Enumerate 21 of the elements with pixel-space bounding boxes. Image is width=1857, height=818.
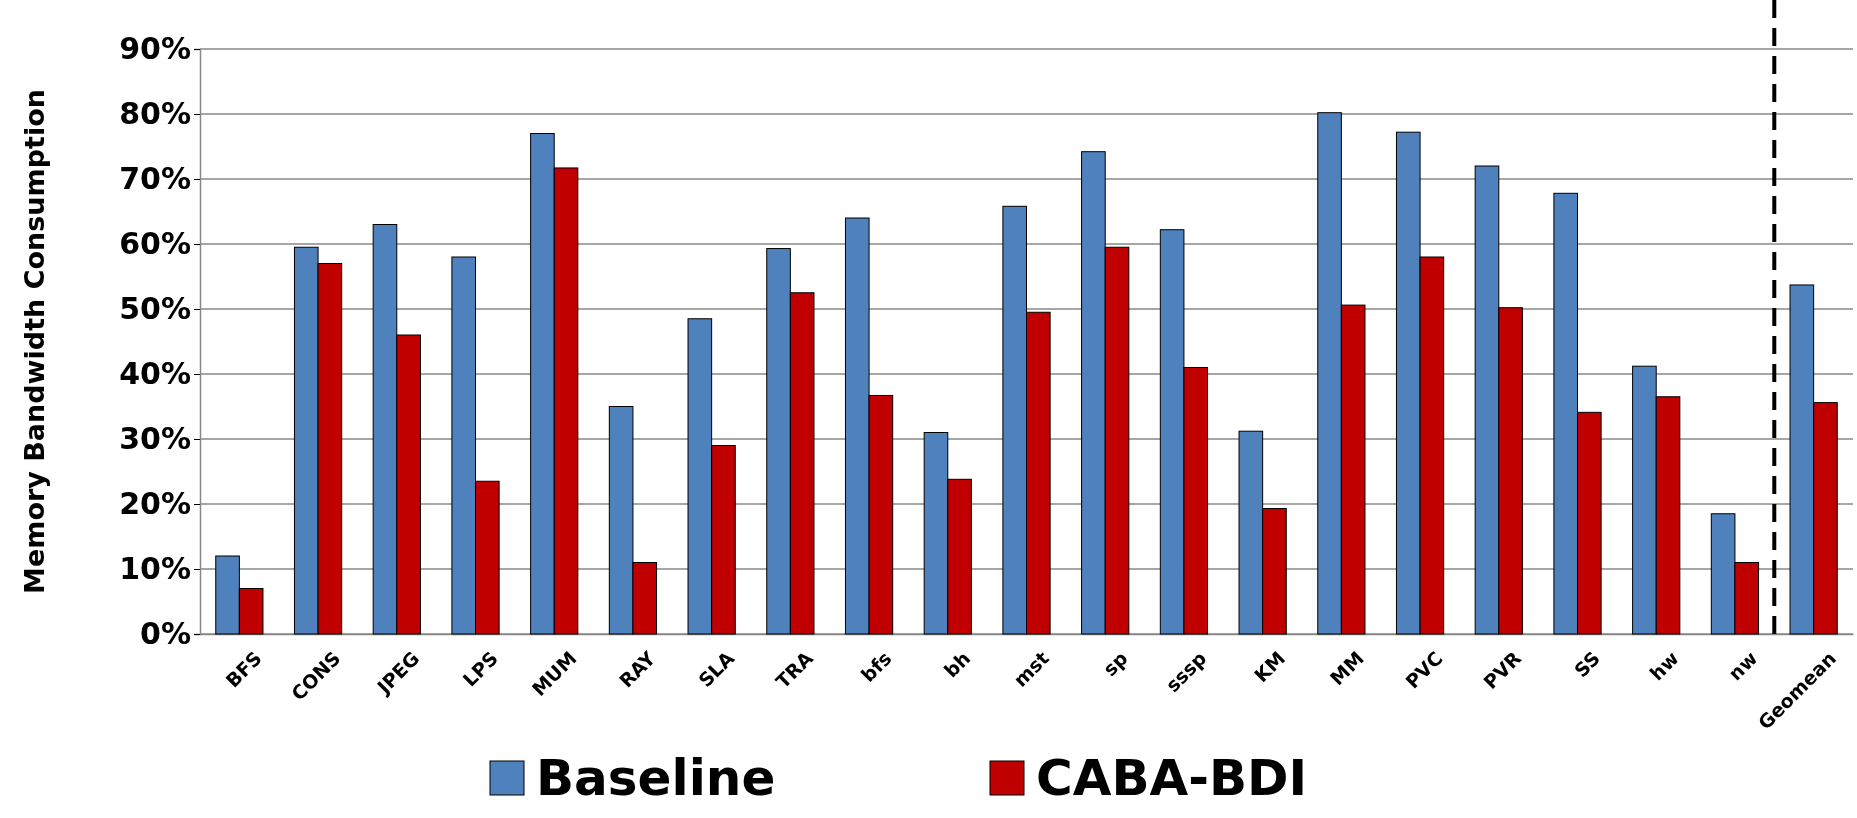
x-tick-label: MM <box>1325 646 1368 690</box>
y-tick-label: 60% <box>119 226 191 262</box>
x-tick-label: hw <box>1645 646 1683 685</box>
x-tick-label: bfs <box>856 646 896 686</box>
x-tick-label: bh <box>939 646 975 682</box>
y-tick-label: 0% <box>140 616 191 652</box>
legend-label: CABA-BDI <box>1036 749 1308 807</box>
y-tick-label: 50% <box>119 291 191 327</box>
x-tick-label: nw <box>1723 646 1762 685</box>
y-tick-label: 80% <box>119 96 191 132</box>
y-tick-label: 70% <box>119 161 191 197</box>
y-tick-label: 10% <box>119 551 191 587</box>
y-tick-label: 30% <box>119 421 191 457</box>
x-tick-label: SS <box>1569 646 1604 682</box>
x-tick-label: sp <box>1098 646 1132 681</box>
y-axis-title: Memory Bandwidth Consumption <box>19 89 50 594</box>
y-tick-label: 90% <box>119 31 191 67</box>
y-tick-label: 20% <box>119 486 191 522</box>
legend-label: Baseline <box>536 749 776 807</box>
x-tick-label: KM <box>1249 646 1290 687</box>
y-tick-label: 40% <box>119 356 191 392</box>
